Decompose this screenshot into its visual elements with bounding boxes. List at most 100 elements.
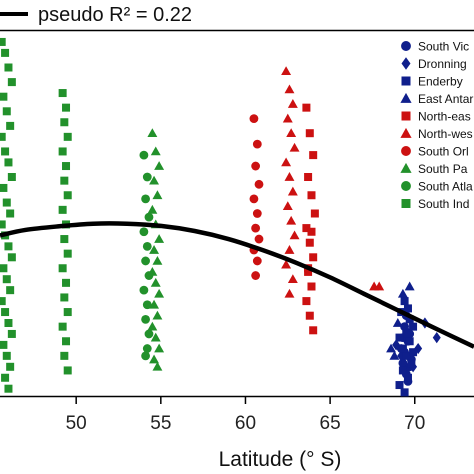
data-point xyxy=(152,310,163,320)
data-point xyxy=(0,37,6,46)
x-tick-label: 55 xyxy=(150,413,171,434)
data-point xyxy=(152,190,163,200)
data-point xyxy=(302,224,311,233)
data-point xyxy=(305,238,314,247)
data-point xyxy=(149,245,160,254)
x-axis-title: Latitude (° S) xyxy=(219,448,342,471)
legend-label: Dronning xyxy=(418,57,467,71)
data-point xyxy=(149,354,160,364)
data-point xyxy=(392,339,401,351)
legend-marker xyxy=(401,199,411,208)
data-point xyxy=(60,293,69,302)
data-point xyxy=(141,351,150,361)
data-point xyxy=(307,191,316,200)
data-points xyxy=(0,37,441,397)
data-point xyxy=(149,175,160,185)
data-point xyxy=(7,78,16,87)
x-tick-label: 65 xyxy=(320,413,341,434)
data-point xyxy=(152,255,163,265)
data-point xyxy=(386,343,397,353)
data-point xyxy=(282,201,293,211)
data-point xyxy=(1,48,10,57)
data-point xyxy=(147,204,158,214)
data-point xyxy=(409,322,418,331)
legend-marker xyxy=(401,76,411,86)
data-point xyxy=(63,366,72,375)
data-point xyxy=(141,256,150,266)
data-point xyxy=(150,277,161,287)
data-point xyxy=(374,281,385,291)
data-point xyxy=(305,129,314,138)
data-point xyxy=(249,114,259,123)
data-point xyxy=(432,332,441,344)
data-point xyxy=(62,162,71,171)
data-point xyxy=(63,308,72,317)
x-tick-label: 60 xyxy=(235,413,256,434)
series-legend: South Vic Dronning Enderby East Antar North-… xyxy=(400,40,473,211)
data-point xyxy=(6,121,15,130)
data-point xyxy=(404,281,415,291)
legend-marker xyxy=(400,92,412,103)
legend-marker xyxy=(401,146,411,156)
legend-label: North-wes xyxy=(418,127,473,141)
data-point xyxy=(0,297,6,306)
data-point xyxy=(281,259,292,269)
data-point xyxy=(4,63,13,72)
data-point xyxy=(58,89,67,98)
data-point xyxy=(147,128,158,138)
data-point xyxy=(144,212,154,222)
data-point xyxy=(284,172,295,181)
data-point xyxy=(142,172,152,182)
data-point xyxy=(287,99,298,108)
data-point xyxy=(309,151,318,160)
data-point xyxy=(287,274,298,284)
data-point xyxy=(7,173,16,181)
data-point xyxy=(1,147,10,156)
data-point xyxy=(395,381,404,390)
legend-label: South Orl xyxy=(418,145,469,159)
data-point xyxy=(6,362,15,371)
data-point xyxy=(400,297,409,306)
data-point xyxy=(2,107,11,116)
legend-marker xyxy=(400,127,412,138)
legend-label: South Pa xyxy=(418,162,468,176)
data-point xyxy=(152,361,163,371)
legend-label: Enderby xyxy=(418,75,463,89)
data-point xyxy=(1,373,10,382)
data-point xyxy=(389,350,400,360)
data-point xyxy=(307,282,316,291)
data-point xyxy=(289,230,300,240)
data-point xyxy=(4,242,13,251)
data-point xyxy=(282,113,293,123)
data-point xyxy=(147,321,158,331)
data-point xyxy=(2,351,11,360)
data-point xyxy=(154,234,165,243)
legend-marker xyxy=(401,41,411,51)
data-point xyxy=(392,318,403,327)
data-point xyxy=(249,194,259,204)
data-point xyxy=(305,311,314,320)
data-point xyxy=(307,227,316,236)
data-point xyxy=(60,351,69,360)
data-point xyxy=(402,329,411,338)
data-point xyxy=(252,256,262,266)
data-point xyxy=(154,161,165,170)
data-point xyxy=(0,132,6,141)
data-point xyxy=(60,235,69,244)
data-point xyxy=(0,340,8,349)
data-point xyxy=(251,271,261,280)
data-point xyxy=(60,176,69,185)
data-point xyxy=(251,161,261,171)
data-point xyxy=(403,373,412,382)
data-point xyxy=(149,299,160,309)
data-point xyxy=(144,271,154,280)
data-point xyxy=(150,146,161,156)
data-point xyxy=(2,198,11,207)
data-point xyxy=(304,173,313,181)
legend-label: South Ind xyxy=(418,197,469,211)
data-point xyxy=(2,275,11,284)
data-point xyxy=(7,329,16,338)
data-point xyxy=(397,350,406,362)
legend-label: South Vic xyxy=(418,40,469,54)
data-point xyxy=(0,92,8,101)
